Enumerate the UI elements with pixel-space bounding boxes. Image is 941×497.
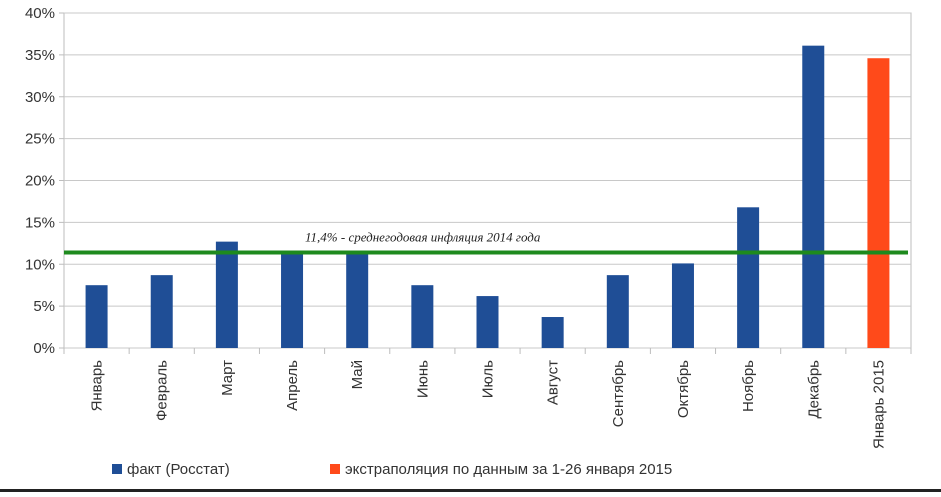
average-inflation-annotation: 11,4% - среднегодовая инфляция 2014 года [305,230,541,245]
bar [150,275,173,348]
y-tick-label: 20% [25,173,55,190]
x-tick-label: Ноябрь [740,360,757,412]
legend-swatch-extrapolation [330,464,340,474]
bar [606,275,629,348]
legend-label-fact: факт (Росстат) [127,461,230,478]
bar [671,263,694,348]
y-tick-label: 35% [25,47,55,64]
y-tick-label: 0% [33,340,55,357]
bar [476,296,499,348]
x-tick-label: Октябрь [675,360,692,418]
legend-swatch-fact [112,464,122,474]
x-tick-label: Июнь [414,360,431,398]
x-tick-label: Декабрь [805,360,822,419]
bar [346,254,369,348]
x-tick-label: Май [349,360,366,389]
bar [411,285,434,348]
bar [867,58,890,348]
y-tick-label: 5% [33,298,55,315]
y-tick-label: 25% [25,131,55,148]
bar [541,317,564,348]
x-tick-label: Январь 2015 [870,360,887,449]
y-tick-label: 30% [25,89,55,106]
bar [281,254,304,348]
x-tick-label: Март [219,360,236,396]
bar [737,207,760,348]
y-tick-label: 10% [25,256,55,273]
bar [802,45,825,348]
legend-label-extrapolation: экстраполяция по данным за 1-26 января 2… [345,461,672,478]
x-tick-label: Февраль [154,360,171,421]
x-tick-label: Апрель [284,360,301,411]
y-tick-label: 40% [25,5,55,22]
bar [215,241,238,348]
x-tick-label: Июль [480,360,497,398]
x-tick-label: Август [545,360,562,405]
x-tick-label: Сентябрь [610,360,627,427]
bar [85,285,108,348]
y-tick-label: 15% [25,214,55,231]
bottom-divider [0,489,941,492]
x-tick-label: Январь [89,360,106,412]
